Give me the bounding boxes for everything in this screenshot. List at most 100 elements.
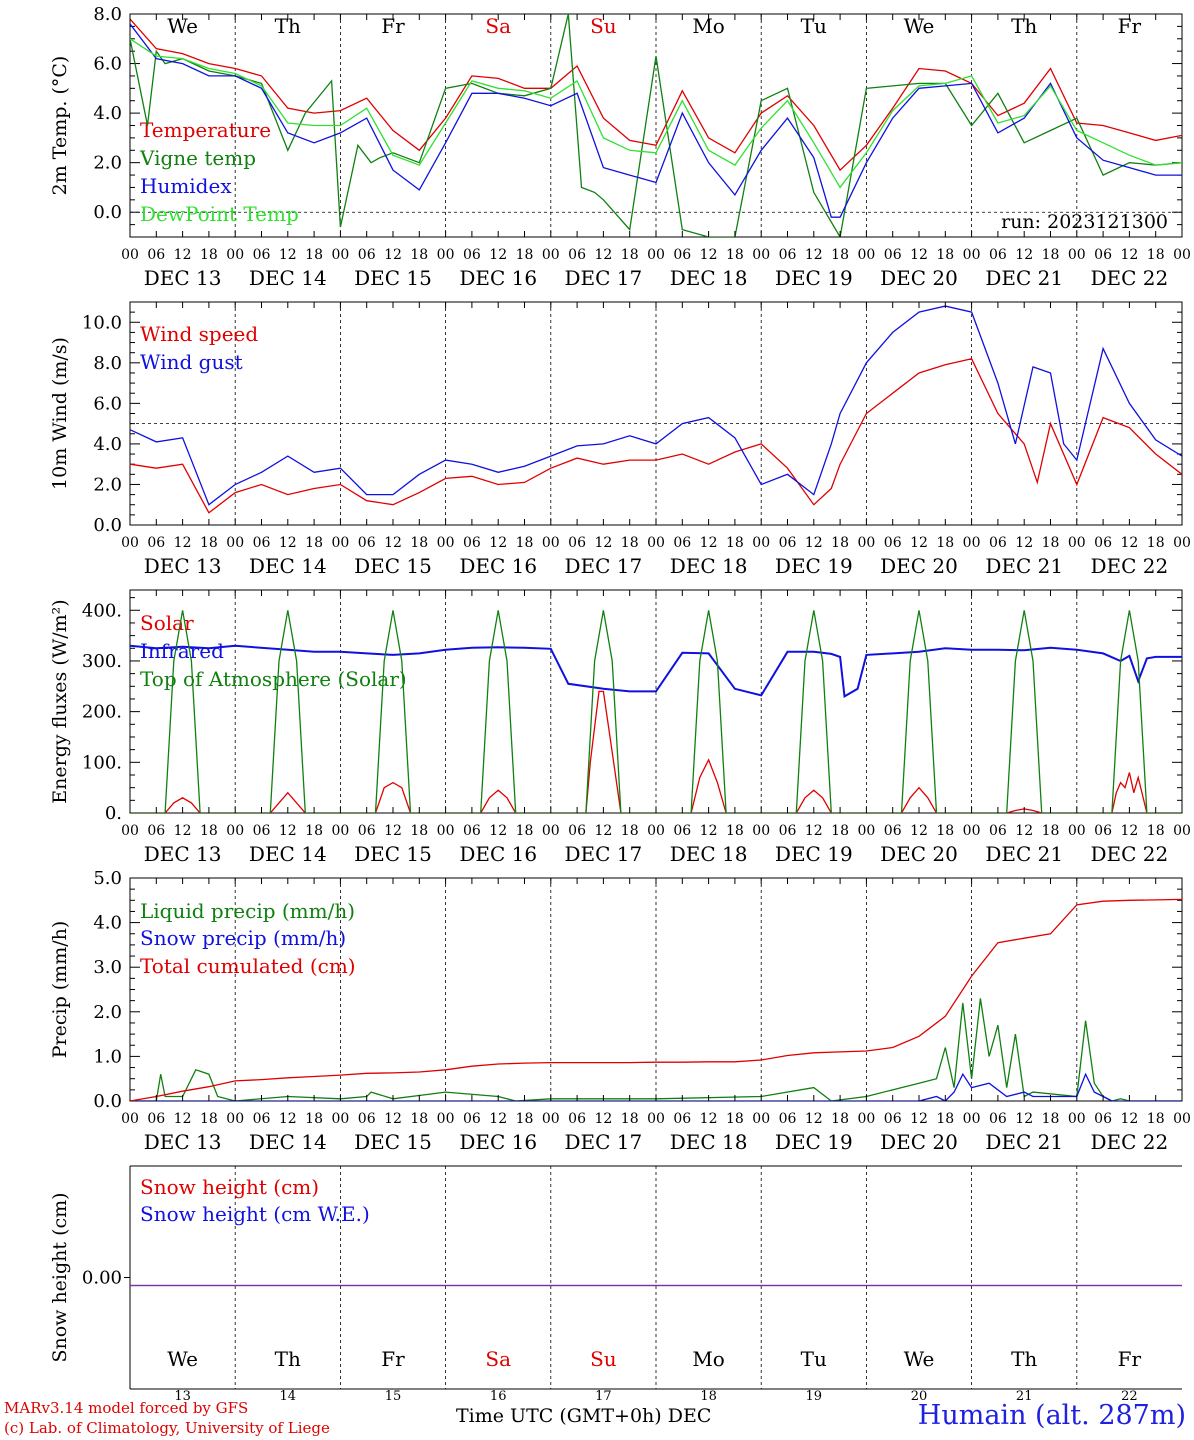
hour-tick-label: 06 — [673, 247, 691, 263]
panel-snow-height-cm: 0.00 Snow height (cm) Snow height (cm) Snow… — [49, 1165, 1182, 1404]
date-label: DEC 21 — [985, 842, 1063, 866]
y-tick-label: 2.0 — [93, 153, 122, 174]
hour-tick-label: 06 — [673, 1111, 691, 1127]
hour-tick-label: 06 — [884, 535, 902, 551]
legend-wind-gust: Wind gust — [140, 350, 243, 374]
date-label: DEC 14 — [249, 266, 327, 290]
date-label: DEC 13 — [144, 842, 222, 866]
hour-tick-label: 12 — [910, 823, 928, 839]
hour-tick-label: 12 — [1120, 247, 1138, 263]
hour-tick-label: 18 — [1147, 823, 1165, 839]
hour-tick-label: 06 — [568, 823, 586, 839]
hour-tick-label: 12 — [1120, 823, 1138, 839]
hour-tick-label: 06 — [253, 535, 271, 551]
hour-tick-label: 18 — [200, 1111, 218, 1127]
hour-tick-label: 18 — [831, 1111, 849, 1127]
y-tick-label: 100. — [82, 752, 122, 773]
series-line-infrared — [130, 644, 1182, 699]
date-label: DEC 16 — [459, 266, 537, 290]
hour-tick-label: 00 — [121, 535, 139, 551]
series-line-wind-gust — [130, 305, 1182, 506]
hour-tick-label: 06 — [989, 535, 1007, 551]
y-tick-label: 8.0 — [93, 4, 122, 25]
date-label: DEC 17 — [565, 1130, 643, 1154]
hour-tick-label: 00 — [226, 247, 244, 263]
date-label: DEC 14 — [249, 554, 327, 578]
hour-tick-label: 18 — [1042, 247, 1060, 263]
date-label: DEC 17 — [565, 266, 643, 290]
hour-tick-label: 06 — [989, 823, 1007, 839]
hour-tick-label: 18 — [200, 247, 218, 263]
date-number-label: 14 — [280, 1389, 297, 1404]
hour-tick-label: 18 — [726, 1111, 744, 1127]
hour-tick-label: 00 — [647, 535, 665, 551]
date-label: DEC 15 — [354, 266, 432, 290]
date-label: DEC 20 — [880, 554, 958, 578]
hour-tick-label: 00 — [647, 1111, 665, 1127]
hour-tick-label: 18 — [936, 247, 954, 263]
hour-tick-label: 18 — [200, 823, 218, 839]
series-line-temperature — [130, 18, 1182, 172]
day-label-we: We — [167, 1347, 198, 1371]
hour-tick-label: 18 — [305, 247, 323, 263]
hour-tick-label: 06 — [463, 823, 481, 839]
hour-tick-label: 18 — [305, 1111, 323, 1127]
y-tick-label: 10.0 — [82, 312, 122, 333]
hour-tick-label: 12 — [700, 1111, 718, 1127]
hour-tick-label: 12 — [279, 247, 297, 263]
day-label-su: Su — [590, 1347, 617, 1371]
hour-tick-label: 18 — [200, 535, 218, 551]
date-number-label: 19 — [806, 1389, 823, 1404]
hour-tick-label: 12 — [805, 1111, 823, 1127]
hour-tick-label: 06 — [463, 247, 481, 263]
hour-tick-label: 12 — [910, 247, 928, 263]
hour-tick-label: 12 — [1015, 535, 1033, 551]
day-label-fr: Fr — [1118, 14, 1142, 38]
hour-tick-label: 12 — [489, 535, 507, 551]
date-number-label: 21 — [1016, 1389, 1033, 1404]
date-label: DEC 20 — [880, 842, 958, 866]
day-label-th: Th — [275, 1347, 301, 1371]
series-line-vigne-temp — [130, 14, 1182, 237]
panel-precip-mm-h: 5.0 4.0 3.0 2.0 1.0 0.0 Precip (mm/h) Liquid pr… — [49, 868, 1191, 1154]
y-tick-label: 200. — [82, 702, 122, 723]
hour-tick-label: 12 — [700, 535, 718, 551]
date-label: DEC 19 — [775, 266, 853, 290]
hour-tick-label: 12 — [910, 1111, 928, 1127]
date-number-label: 13 — [174, 1389, 191, 1404]
y-axis-title: Energy fluxes (W/m²) — [49, 599, 71, 803]
hour-tick-label: 18 — [831, 535, 849, 551]
hour-tick-label: 18 — [410, 535, 428, 551]
date-label: DEC 19 — [775, 842, 853, 866]
hour-tick-label: 00 — [647, 247, 665, 263]
day-label-fr: Fr — [381, 14, 405, 38]
run-annotation: run: 2023121300 — [1001, 211, 1168, 233]
hour-tick-label: 00 — [437, 1111, 455, 1127]
hour-tick-label: 00 — [1173, 535, 1191, 551]
hour-tick-label: 18 — [1042, 535, 1060, 551]
date-label: DEC 22 — [1091, 266, 1169, 290]
hour-tick-label: 00 — [437, 535, 455, 551]
date-label: DEC 14 — [249, 842, 327, 866]
legend-temperature: Temperature — [140, 118, 271, 142]
hour-tick-label: 18 — [410, 247, 428, 263]
day-label-tu: Tu — [801, 1347, 827, 1371]
y-tick-label: 2.0 — [93, 474, 122, 495]
panel-10m-wind-m-s: 10.0 8.0 6.0 4.0 2.0 0.0 10m Wind (m/s) Wind sp… — [49, 301, 1191, 578]
hour-tick-label: 12 — [489, 823, 507, 839]
date-label: DEC 18 — [670, 1130, 748, 1154]
hour-tick-label: 00 — [542, 535, 560, 551]
hour-tick-label: 00 — [331, 1111, 349, 1127]
hour-tick-label: 18 — [1147, 535, 1165, 551]
hour-tick-label: 00 — [331, 823, 349, 839]
hour-tick-label: 12 — [805, 247, 823, 263]
legend-snow-height-cm: Snow height (cm) — [140, 1175, 319, 1199]
hour-tick-label: 12 — [489, 247, 507, 263]
y-tick-label: 400. — [82, 600, 122, 621]
legend-vigne-temp: Vigne temp — [139, 146, 256, 170]
hour-tick-label: 18 — [936, 535, 954, 551]
hour-tick-label: 06 — [673, 823, 691, 839]
hour-tick-label: 18 — [516, 823, 534, 839]
hour-tick-label: 12 — [279, 1111, 297, 1127]
hour-tick-label: 12 — [384, 823, 402, 839]
